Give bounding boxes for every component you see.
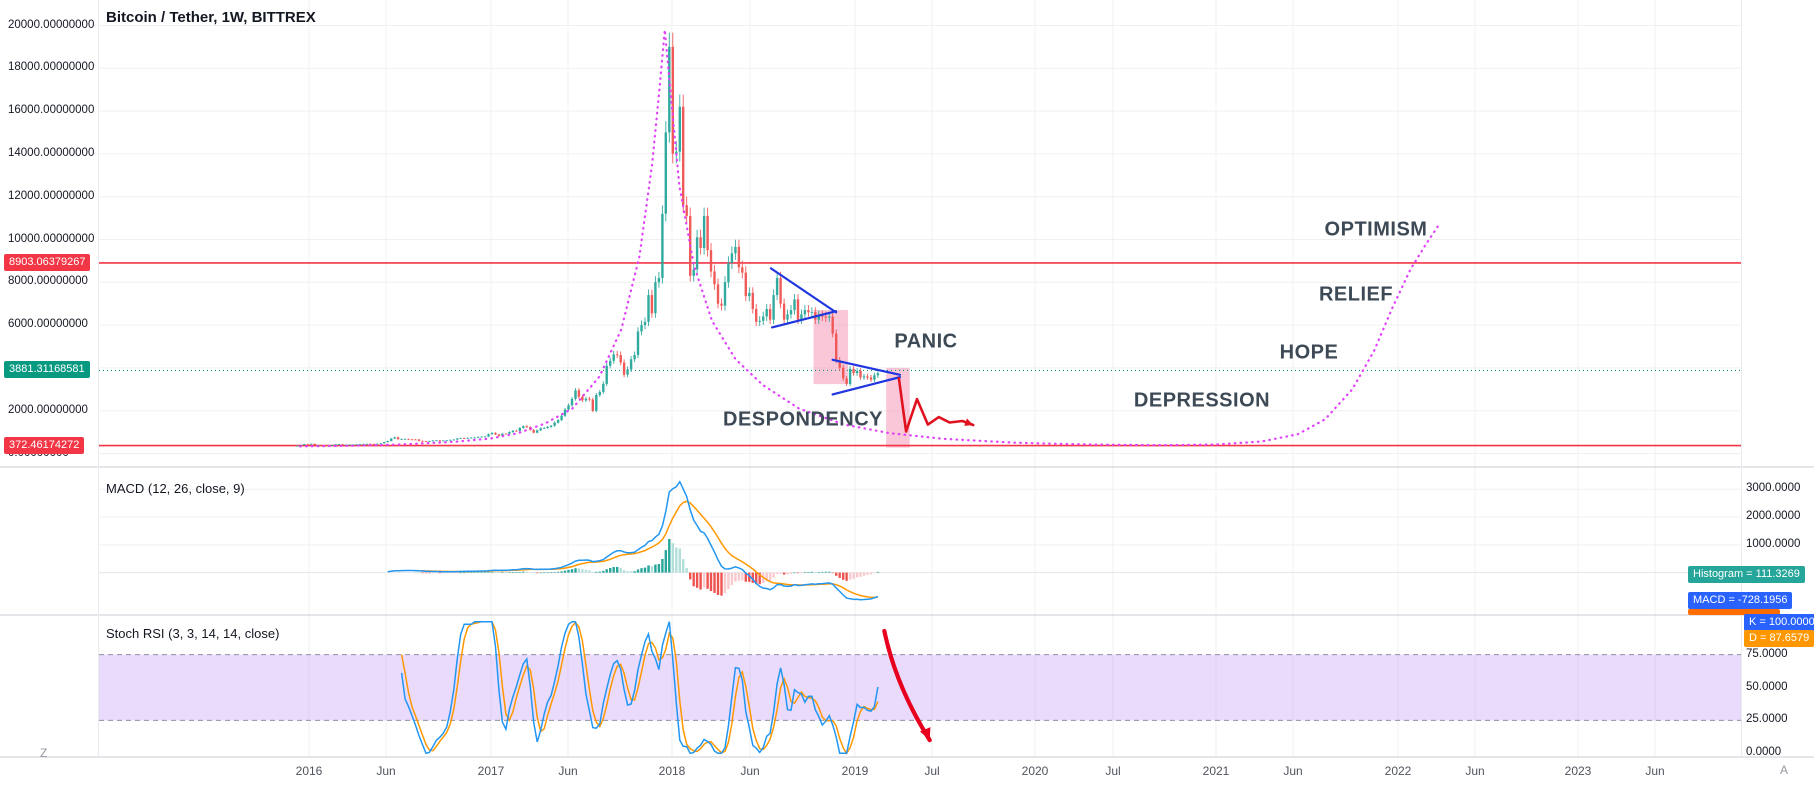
stoch-axis-label: 75.0000 <box>1746 648 1788 660</box>
price-axis-label: 2000.00000000 <box>8 404 88 416</box>
time-axis-label: 2017 <box>477 764 505 778</box>
pane-dividers[interactable] <box>0 0 1814 758</box>
histogram-value-badge: Histogram = 111.3269 <box>1688 566 1805 583</box>
stoch-indicator-label[interactable]: Stoch RSI (3, 3, 14, 14, close) <box>106 626 280 641</box>
time-axis-label: 2020 <box>1021 764 1049 778</box>
candles-layer <box>296 32 880 447</box>
price-axis-label: 18000.00000000 <box>8 61 95 73</box>
stoch-arrow-drawing[interactable] <box>882 628 932 743</box>
price-axis-label: 20000.00000000 <box>8 19 95 31</box>
stoch-k-value-badge: K = 100.0000 <box>1744 614 1814 631</box>
symbol-title[interactable]: Bitcoin / Tether, 1W, BITTREX <box>106 9 316 26</box>
price-axis-label: 10000.00000000 <box>8 233 95 245</box>
price-level-lines[interactable] <box>99 262 1741 447</box>
stoch-axis-label: 50.0000 <box>1746 681 1788 693</box>
time-axis-label: 2021 <box>1202 764 1230 778</box>
time-axis-label: Jul <box>1105 764 1121 778</box>
price-line-badge[interactable]: 3881.31168581 <box>4 361 90 378</box>
projection-arrow-drawing[interactable] <box>897 377 975 433</box>
annotation-text[interactable]: OPTIMISM <box>1324 218 1428 241</box>
time-axis-label: 2019 <box>841 764 869 778</box>
stoch-pane-plot <box>400 620 879 755</box>
macd-indicator-label[interactable]: MACD (12, 26, close, 9) <box>106 481 245 496</box>
price-axis-label: 6000.00000000 <box>8 318 88 330</box>
price-axis-label: 14000.00000000 <box>8 147 95 159</box>
gridlines <box>99 0 1741 757</box>
time-axis-label: 2018 <box>658 764 686 778</box>
price-axis-label: 8000.00000000 <box>8 275 88 287</box>
stoch-d-value-badge: D = 87.6579 <box>1744 630 1814 647</box>
time-axis-label: Jun <box>376 764 396 778</box>
time-axis-label: Jun <box>1283 764 1303 778</box>
macd-axis-label: 3000.0000 <box>1746 482 1801 494</box>
time-axis-label: Jun <box>1465 764 1485 778</box>
macd-pane-plot <box>387 480 880 601</box>
trendline-drawings[interactable] <box>769 267 902 396</box>
signal-badge-clipped <box>1688 609 1780 615</box>
time-axis-label: Jun <box>1645 764 1665 778</box>
time-axis-label: 2016 <box>295 764 323 778</box>
time-axis-label: Jun <box>740 764 760 778</box>
price-axis-label: 12000.00000000 <box>8 190 95 202</box>
stoch-axis-label: 25.0000 <box>1746 713 1788 725</box>
price-line-badge[interactable]: 8903.06379267 <box>4 254 91 271</box>
price-line-badge[interactable]: 372.46174272 <box>4 437 85 454</box>
stoch-axis-label: 0.0000 <box>1746 746 1782 758</box>
stoch-band <box>99 654 1741 721</box>
corner-a-label: A <box>1779 763 1788 777</box>
time-axis-label: Jul <box>924 764 940 778</box>
annotation-text[interactable]: RELIEF <box>1318 283 1394 306</box>
cycle-curve-drawing[interactable] <box>299 29 1439 448</box>
price-axis-label: 16000.00000000 <box>8 104 95 116</box>
annotation-text[interactable]: HOPE <box>1279 341 1339 364</box>
annotation-text[interactable]: PANIC <box>894 330 958 353</box>
macd-value-badge: MACD = -728.1956 <box>1688 592 1793 609</box>
corner-z-label: Z <box>40 746 48 760</box>
annotation-text[interactable]: DEPRESSION <box>1133 389 1271 412</box>
annotation-text[interactable]: DESPONDENCY <box>723 408 883 431</box>
macd-axis-label: 2000.0000 <box>1746 510 1801 522</box>
time-axis-label: 2022 <box>1384 764 1412 778</box>
time-axis-label: 2023 <box>1564 764 1592 778</box>
time-axis-label: Jun <box>558 764 578 778</box>
macd-axis-label: 1000.0000 <box>1746 538 1801 550</box>
